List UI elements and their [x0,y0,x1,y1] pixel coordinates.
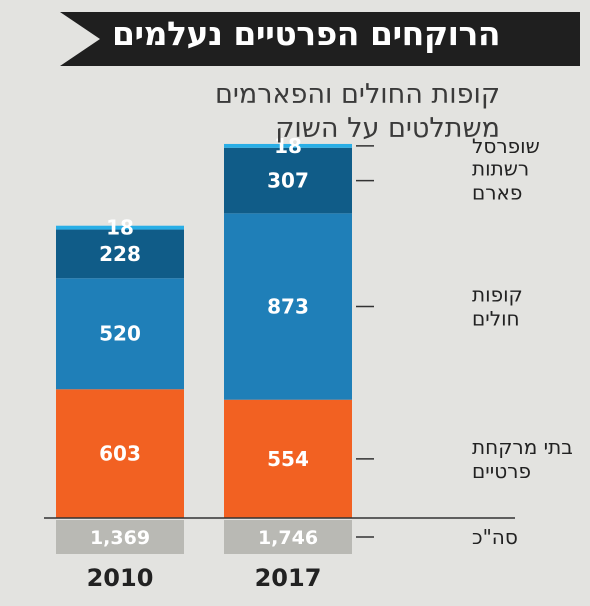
bar-value-label: 554 [267,447,309,471]
chart-subtitle: קופות החולים והפארמים משתלטים על השוק [215,78,500,146]
total-value-label: 1,746 [258,527,318,549]
chart-title: הרוקחים הפרטיים נעלמים [111,14,501,53]
legend-label: קופות [472,283,523,307]
category-label: 2010 [87,564,154,592]
total-box [224,520,352,554]
title-background [60,12,580,66]
bar-value-label: 603 [99,442,141,466]
subtitle-line-1: קופות החולים והפארמים [214,79,500,110]
bar-value-label: 873 [267,295,309,319]
bar-value-label: 228 [99,242,141,266]
legend-label: בתי מרקחת [472,435,573,459]
bar-segment [224,147,352,214]
title-bar: הרוקחים הפרטיים נעלמים [0,0,590,72]
legend-label: רשתות [472,157,529,181]
bar-segment [56,225,184,230]
bar-segment [224,213,352,400]
bar-segment [56,278,184,390]
legend-label: פארם [472,181,522,205]
legend-label-total: סה"כ [472,525,518,549]
subtitle-line-2: משתלטים על השוק [275,113,500,144]
total-box [56,520,184,554]
legend-label: פרטיים [472,459,531,483]
bar-value-label: 520 [99,322,141,346]
legend-label: חולים [472,307,520,331]
bar-segment [56,389,184,518]
bar-value-label: 18 [274,134,302,158]
category-label: 2017 [255,564,322,592]
bar-segment [224,399,352,518]
totals-group: 1,369 1,746 [56,520,352,554]
bar-value-label: 307 [267,169,309,193]
bar-value-label: 18 [106,216,134,240]
year-labels: 2010 2017 [87,564,322,592]
bar-segment [224,143,352,148]
total-value-label: 1,369 [90,527,150,549]
legend-label: שופרסל [472,134,540,158]
bar-segment [56,229,184,279]
